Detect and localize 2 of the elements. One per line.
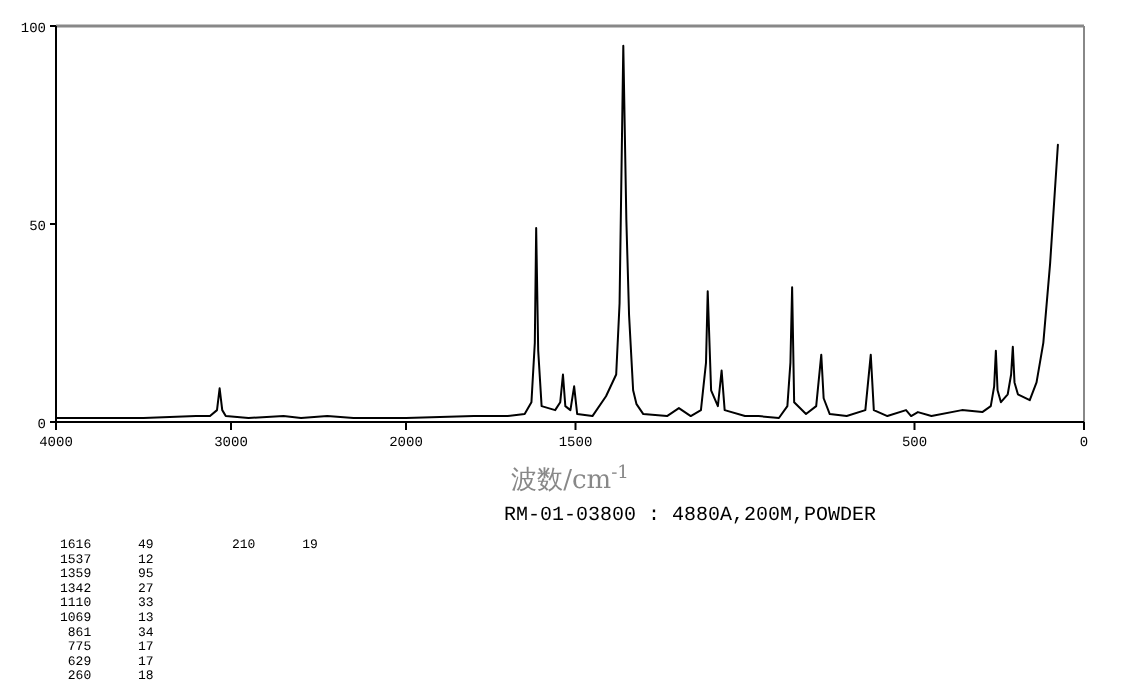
x-axis-title: 波数/cm$^{-1}$ <box>511 464 629 496</box>
text: RM-01-03800 : 4880A,200M,POWDER <box>503 506 877 528</box>
